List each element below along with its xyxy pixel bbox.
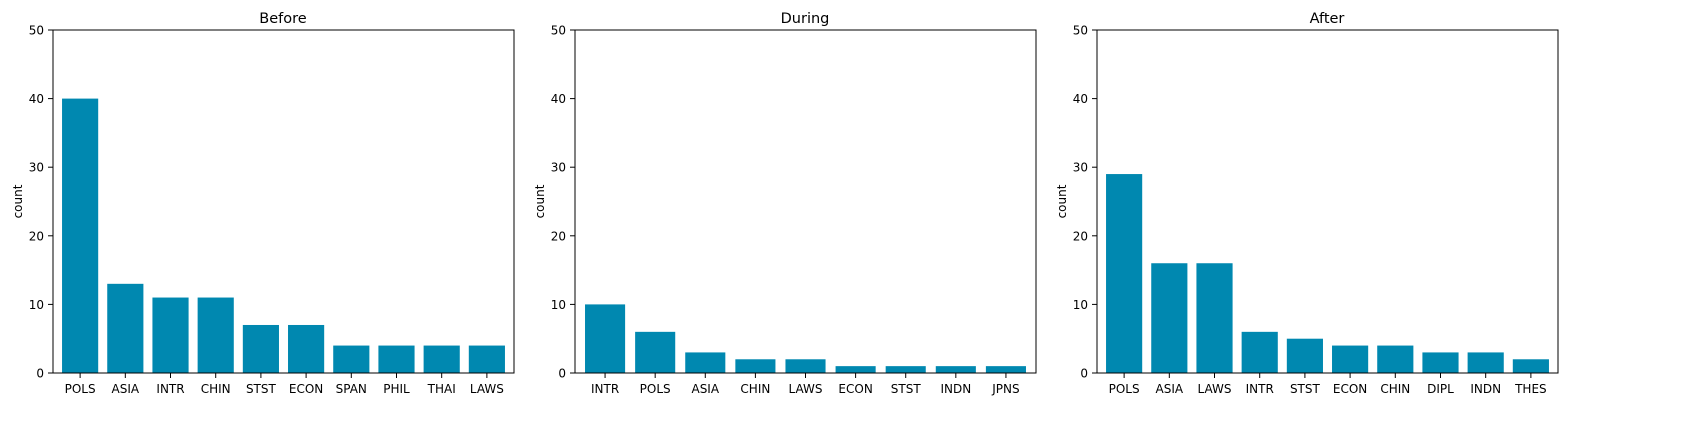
bar-pols — [62, 98, 99, 373]
x-tick-label: ECON — [838, 382, 872, 396]
x-tick-label: ECON — [289, 382, 323, 396]
bar-stst — [1286, 338, 1323, 373]
y-tick-label: 50 — [29, 24, 44, 38]
y-tick-label: 30 — [29, 161, 44, 175]
y-tick-label: 50 — [551, 24, 566, 38]
x-tick-label: INTR — [1246, 382, 1274, 396]
x-tick-label: LAWS — [470, 382, 504, 396]
bar-laws — [468, 345, 505, 373]
x-tick-label: STST — [246, 382, 277, 396]
y-tick-label: 40 — [1073, 92, 1088, 106]
x-tick-label: CHIN — [201, 382, 231, 396]
x-tick-label: CHIN — [1380, 382, 1410, 396]
bar-phil — [378, 345, 415, 373]
plot-frame — [1096, 29, 1559, 374]
x-tick-label: INTR — [591, 382, 619, 396]
y-tick-label: 0 — [36, 367, 44, 381]
bar-econ — [835, 366, 876, 373]
x-tick-label: STST — [891, 382, 922, 396]
x-tick-label: STST — [1290, 382, 1321, 396]
bar-asia — [1151, 263, 1188, 373]
chart-title: Before — [259, 11, 306, 27]
bar-intr — [585, 304, 626, 373]
x-tick-label: SPAN — [336, 382, 367, 396]
chart-panel-after: After count 0 10 20 30 40 50 POLS ASIA LAWS INTR S… — [1055, 11, 1559, 396]
x-tick-label: ASIA — [1156, 382, 1184, 396]
y-axis-label: count — [533, 184, 547, 218]
bar-laws — [785, 359, 826, 373]
y-tick-label: 40 — [551, 92, 566, 106]
bar-econ — [1332, 345, 1369, 373]
x-tick-label: INDN — [940, 382, 971, 396]
x-tick-label: INDN — [1470, 382, 1501, 396]
bar-chin — [735, 359, 776, 373]
bar-intr — [1241, 331, 1278, 373]
y-tick-label: 0 — [1080, 367, 1088, 381]
x-tick-label: LAWS — [789, 382, 823, 396]
bar-stst — [242, 324, 279, 373]
bar-laws — [1196, 263, 1233, 373]
chart-panel-before: Before count 0 10 20 30 40 50 POLS ASIA INTR CHIN… — [11, 11, 515, 396]
x-tick-label: ECON — [1333, 382, 1367, 396]
y-axis-label: count — [1055, 184, 1069, 218]
x-tick-label: THAI — [427, 382, 456, 396]
bar-stst — [885, 366, 926, 373]
x-tick-label: PHIL — [383, 382, 410, 396]
y-tick-label: 0 — [558, 367, 566, 381]
y-tick-label: 30 — [551, 161, 566, 175]
bar-asia — [685, 352, 726, 373]
bar-chin — [1377, 345, 1414, 373]
bar-thai — [423, 345, 460, 373]
bar-pols — [635, 331, 676, 373]
x-tick-label: LAWS — [1198, 382, 1232, 396]
y-tick-label: 20 — [1073, 229, 1088, 243]
plot-frame — [574, 29, 1037, 374]
x-tick-label: INTR — [156, 382, 184, 396]
y-tick-label: 10 — [1073, 298, 1088, 312]
y-tick-label: 50 — [1073, 24, 1088, 38]
bar-asia — [107, 283, 144, 373]
chart-title: During — [781, 11, 830, 27]
plot-frame — [52, 29, 515, 374]
y-tick-label: 20 — [551, 229, 566, 243]
y-axis-label: count — [11, 184, 25, 218]
y-tick-label: 40 — [29, 92, 44, 106]
y-tick-label: 30 — [1073, 161, 1088, 175]
bar-intr — [152, 297, 189, 373]
bar-indn — [1467, 352, 1504, 373]
bar-chin — [197, 297, 234, 373]
chart-title: After — [1310, 11, 1345, 27]
bar-econ — [288, 324, 325, 373]
chart-panel-during: During count 0 10 20 30 40 50 INTR POLS ASIA CHIN… — [533, 11, 1037, 396]
bar-thes — [1512, 359, 1549, 373]
bar-dipl — [1422, 352, 1459, 373]
x-tick-label: POLS — [1109, 382, 1140, 396]
y-tick-label: 10 — [29, 298, 44, 312]
bar-span — [333, 345, 370, 373]
y-tick-label: 10 — [551, 298, 566, 312]
x-tick-label: POLS — [65, 382, 96, 396]
bar-indn — [935, 366, 976, 373]
x-tick-label: THES — [1514, 382, 1547, 396]
x-tick-label: JPNS — [991, 382, 1019, 396]
x-tick-label: DIPL — [1427, 382, 1454, 396]
x-tick-label: POLS — [640, 382, 671, 396]
bar-jpns — [985, 366, 1026, 373]
bar-pols — [1106, 174, 1143, 373]
x-tick-label: CHIN — [740, 382, 770, 396]
x-tick-label: ASIA — [691, 382, 719, 396]
y-tick-label: 20 — [29, 229, 44, 243]
x-tick-label: ASIA — [112, 382, 140, 396]
